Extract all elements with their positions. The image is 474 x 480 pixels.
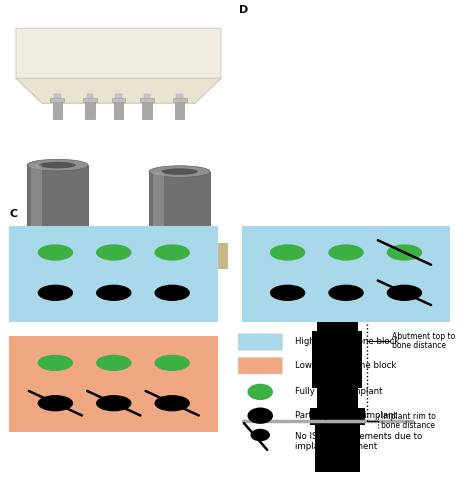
Circle shape: [37, 355, 73, 371]
Bar: [310, 408, 365, 425]
Text: Abutment top to: Abutment top to: [392, 332, 455, 341]
Bar: [176, 95, 183, 98]
Circle shape: [250, 429, 270, 441]
Circle shape: [270, 244, 305, 261]
Bar: [53, 99, 62, 120]
Bar: [142, 99, 152, 120]
Circle shape: [247, 384, 273, 400]
Text: Low density bone block: Low density bone block: [295, 360, 396, 370]
Circle shape: [155, 355, 190, 371]
Text: implant movement: implant movement: [295, 443, 377, 451]
Text: B: B: [16, 146, 24, 156]
Bar: [315, 413, 360, 472]
Ellipse shape: [27, 159, 88, 171]
Circle shape: [155, 244, 190, 261]
Bar: [31, 165, 42, 262]
Bar: [149, 172, 210, 262]
Circle shape: [37, 395, 73, 411]
FancyBboxPatch shape: [237, 224, 455, 324]
FancyBboxPatch shape: [5, 224, 222, 324]
Bar: [173, 98, 187, 102]
Text: D: D: [239, 5, 249, 15]
Text: No ISQ measurements due to: No ISQ measurements due to: [295, 432, 422, 441]
Bar: [312, 337, 362, 344]
Text: bone distance: bone distance: [381, 421, 435, 431]
Text: bone distance: bone distance: [392, 341, 446, 350]
Bar: [87, 95, 93, 98]
Ellipse shape: [39, 162, 76, 168]
Bar: [175, 99, 184, 120]
Circle shape: [270, 285, 305, 301]
Text: A: A: [16, 16, 25, 26]
Polygon shape: [312, 307, 362, 341]
Bar: [312, 341, 362, 388]
Bar: [144, 95, 150, 98]
Bar: [9, 243, 228, 269]
FancyBboxPatch shape: [5, 334, 222, 434]
Bar: [85, 99, 95, 120]
Circle shape: [328, 244, 364, 261]
Text: Partially seated implant: Partially seated implant: [295, 411, 397, 420]
Circle shape: [96, 395, 131, 411]
Text: Implant rim to: Implant rim to: [381, 412, 436, 421]
Bar: [140, 98, 154, 102]
Text: High density bone block: High density bone block: [295, 337, 400, 346]
Polygon shape: [16, 28, 221, 103]
Bar: [54, 95, 61, 98]
Circle shape: [37, 285, 73, 301]
Bar: [83, 98, 97, 102]
Bar: [27, 165, 88, 262]
Circle shape: [328, 285, 364, 301]
FancyBboxPatch shape: [238, 358, 283, 374]
Circle shape: [155, 285, 190, 301]
Bar: [114, 99, 123, 120]
Bar: [154, 172, 164, 262]
Circle shape: [387, 244, 422, 261]
Ellipse shape: [149, 166, 210, 178]
Circle shape: [96, 355, 131, 371]
Circle shape: [155, 395, 190, 411]
Bar: [115, 95, 122, 98]
Ellipse shape: [161, 168, 198, 175]
Polygon shape: [16, 78, 221, 103]
Text: Fully seated implant: Fully seated implant: [295, 387, 383, 396]
Text: C: C: [9, 209, 18, 219]
Circle shape: [96, 244, 131, 261]
FancyBboxPatch shape: [238, 334, 283, 350]
Bar: [111, 98, 126, 102]
Bar: [317, 384, 358, 410]
Bar: [50, 98, 64, 102]
Circle shape: [37, 244, 73, 261]
Circle shape: [247, 408, 273, 424]
Circle shape: [96, 285, 131, 301]
Circle shape: [387, 285, 422, 301]
